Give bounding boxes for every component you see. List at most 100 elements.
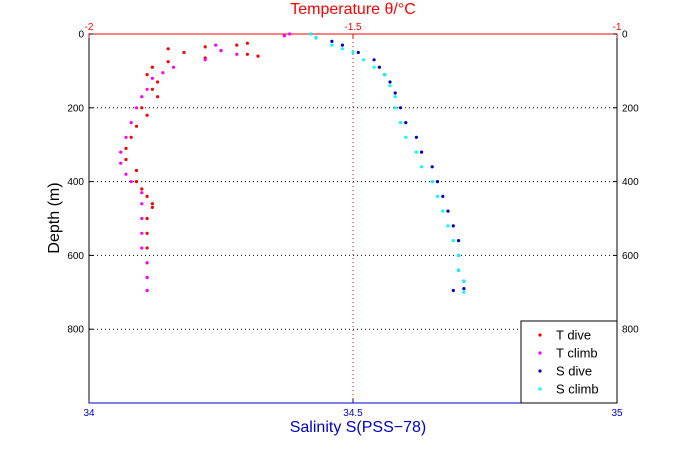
data-point bbox=[462, 290, 466, 294]
data-point bbox=[150, 87, 154, 91]
data-point bbox=[457, 268, 461, 272]
bottom-tick-label: 35 bbox=[611, 408, 623, 419]
legend-box bbox=[520, 320, 618, 404]
data-point bbox=[156, 95, 160, 99]
data-point bbox=[435, 180, 440, 184]
data-point bbox=[140, 187, 144, 191]
data-point bbox=[356, 50, 360, 55]
data-point bbox=[414, 150, 418, 154]
data-point bbox=[398, 106, 403, 110]
data-point bbox=[129, 135, 133, 139]
series-layer bbox=[119, 32, 466, 294]
data-point bbox=[182, 50, 186, 55]
data-point bbox=[124, 157, 128, 162]
series-t-dive bbox=[124, 41, 260, 293]
data-point bbox=[351, 50, 355, 55]
legend-marker bbox=[538, 351, 542, 355]
data-point bbox=[140, 216, 144, 221]
data-point bbox=[166, 47, 170, 51]
left-tick-label: 0 bbox=[78, 30, 84, 41]
data-point bbox=[388, 80, 392, 84]
legend-label: S dive bbox=[556, 364, 592, 379]
data-point bbox=[404, 121, 408, 125]
data-point bbox=[372, 65, 376, 69]
right-axis-ticks: 0 200 400 600 800 bbox=[613, 30, 639, 336]
data-point bbox=[140, 106, 144, 110]
data-point bbox=[451, 239, 455, 243]
top-axis-label: Temperature θ/°C bbox=[290, 1, 416, 18]
data-point bbox=[462, 279, 466, 283]
data-point bbox=[124, 172, 128, 176]
series-t-climb bbox=[119, 32, 292, 293]
data-point bbox=[145, 73, 149, 77]
left-axis-ticks: 0 200 400 600 800 bbox=[67, 30, 93, 336]
data-point bbox=[441, 194, 445, 198]
top-axis-ticks: -2 -1.5 -1 bbox=[85, 22, 622, 38]
series-s-dive bbox=[309, 32, 466, 293]
data-point bbox=[462, 287, 466, 291]
legend-label: T climb bbox=[556, 346, 598, 361]
data-point bbox=[171, 65, 176, 69]
data-point bbox=[256, 54, 260, 58]
bottom-axis-label: Salinity S(PSS−78) bbox=[290, 419, 427, 436]
data-point bbox=[235, 43, 239, 47]
legend-marker bbox=[538, 387, 542, 391]
data-point bbox=[388, 84, 392, 88]
right-tick-label: 800 bbox=[622, 325, 639, 336]
legend: T dive T climb S dive S climb bbox=[520, 320, 618, 404]
data-point bbox=[420, 150, 424, 154]
left-tick-label: 200 bbox=[67, 103, 84, 114]
data-point bbox=[451, 224, 455, 228]
top-tick-label: -2 bbox=[85, 22, 94, 33]
y-axis-label: Depth (m) bbox=[46, 182, 63, 253]
data-point bbox=[219, 49, 223, 53]
legend-marker bbox=[538, 333, 542, 337]
data-point bbox=[330, 43, 334, 47]
bottom-tick-label: 34.5 bbox=[343, 408, 363, 419]
data-point bbox=[161, 71, 165, 75]
right-tick-label: 400 bbox=[622, 177, 639, 188]
data-point bbox=[150, 205, 154, 209]
data-point bbox=[129, 180, 133, 184]
data-point bbox=[145, 216, 149, 221]
data-point bbox=[119, 150, 123, 154]
top-tick-label: -1.5 bbox=[344, 22, 362, 33]
data-point bbox=[398, 121, 403, 125]
left-tick-label: 600 bbox=[67, 251, 84, 262]
data-point bbox=[140, 246, 144, 250]
data-point bbox=[446, 209, 450, 213]
data-point bbox=[124, 135, 128, 139]
data-point bbox=[134, 106, 139, 110]
data-point bbox=[145, 261, 149, 265]
data-point bbox=[245, 52, 249, 56]
data-point bbox=[134, 124, 139, 128]
data-point bbox=[140, 95, 144, 99]
data-point bbox=[435, 194, 440, 198]
data-point bbox=[420, 165, 424, 169]
data-point bbox=[150, 76, 154, 80]
data-point bbox=[203, 45, 207, 49]
data-point bbox=[214, 43, 218, 47]
data-point bbox=[156, 80, 160, 84]
data-point bbox=[166, 60, 170, 64]
data-point bbox=[145, 275, 149, 280]
legend-marker bbox=[538, 369, 542, 373]
data-point bbox=[145, 288, 149, 293]
legend-label: T dive bbox=[556, 328, 591, 343]
data-point bbox=[203, 58, 207, 62]
data-point bbox=[340, 43, 344, 47]
data-point bbox=[235, 52, 239, 56]
data-point bbox=[129, 121, 133, 125]
right-tick-label: 0 bbox=[622, 30, 628, 41]
right-tick-label: 600 bbox=[622, 251, 639, 262]
right-tick-label: 200 bbox=[622, 103, 639, 114]
series-s-climb bbox=[309, 32, 466, 294]
data-point bbox=[446, 224, 450, 228]
data-point bbox=[145, 246, 149, 250]
left-tick-label: 800 bbox=[67, 325, 84, 336]
data-point bbox=[377, 65, 381, 69]
data-point bbox=[430, 165, 434, 169]
bottom-tick-label: 34 bbox=[83, 408, 95, 419]
data-point bbox=[145, 194, 149, 198]
data-point bbox=[393, 95, 397, 99]
